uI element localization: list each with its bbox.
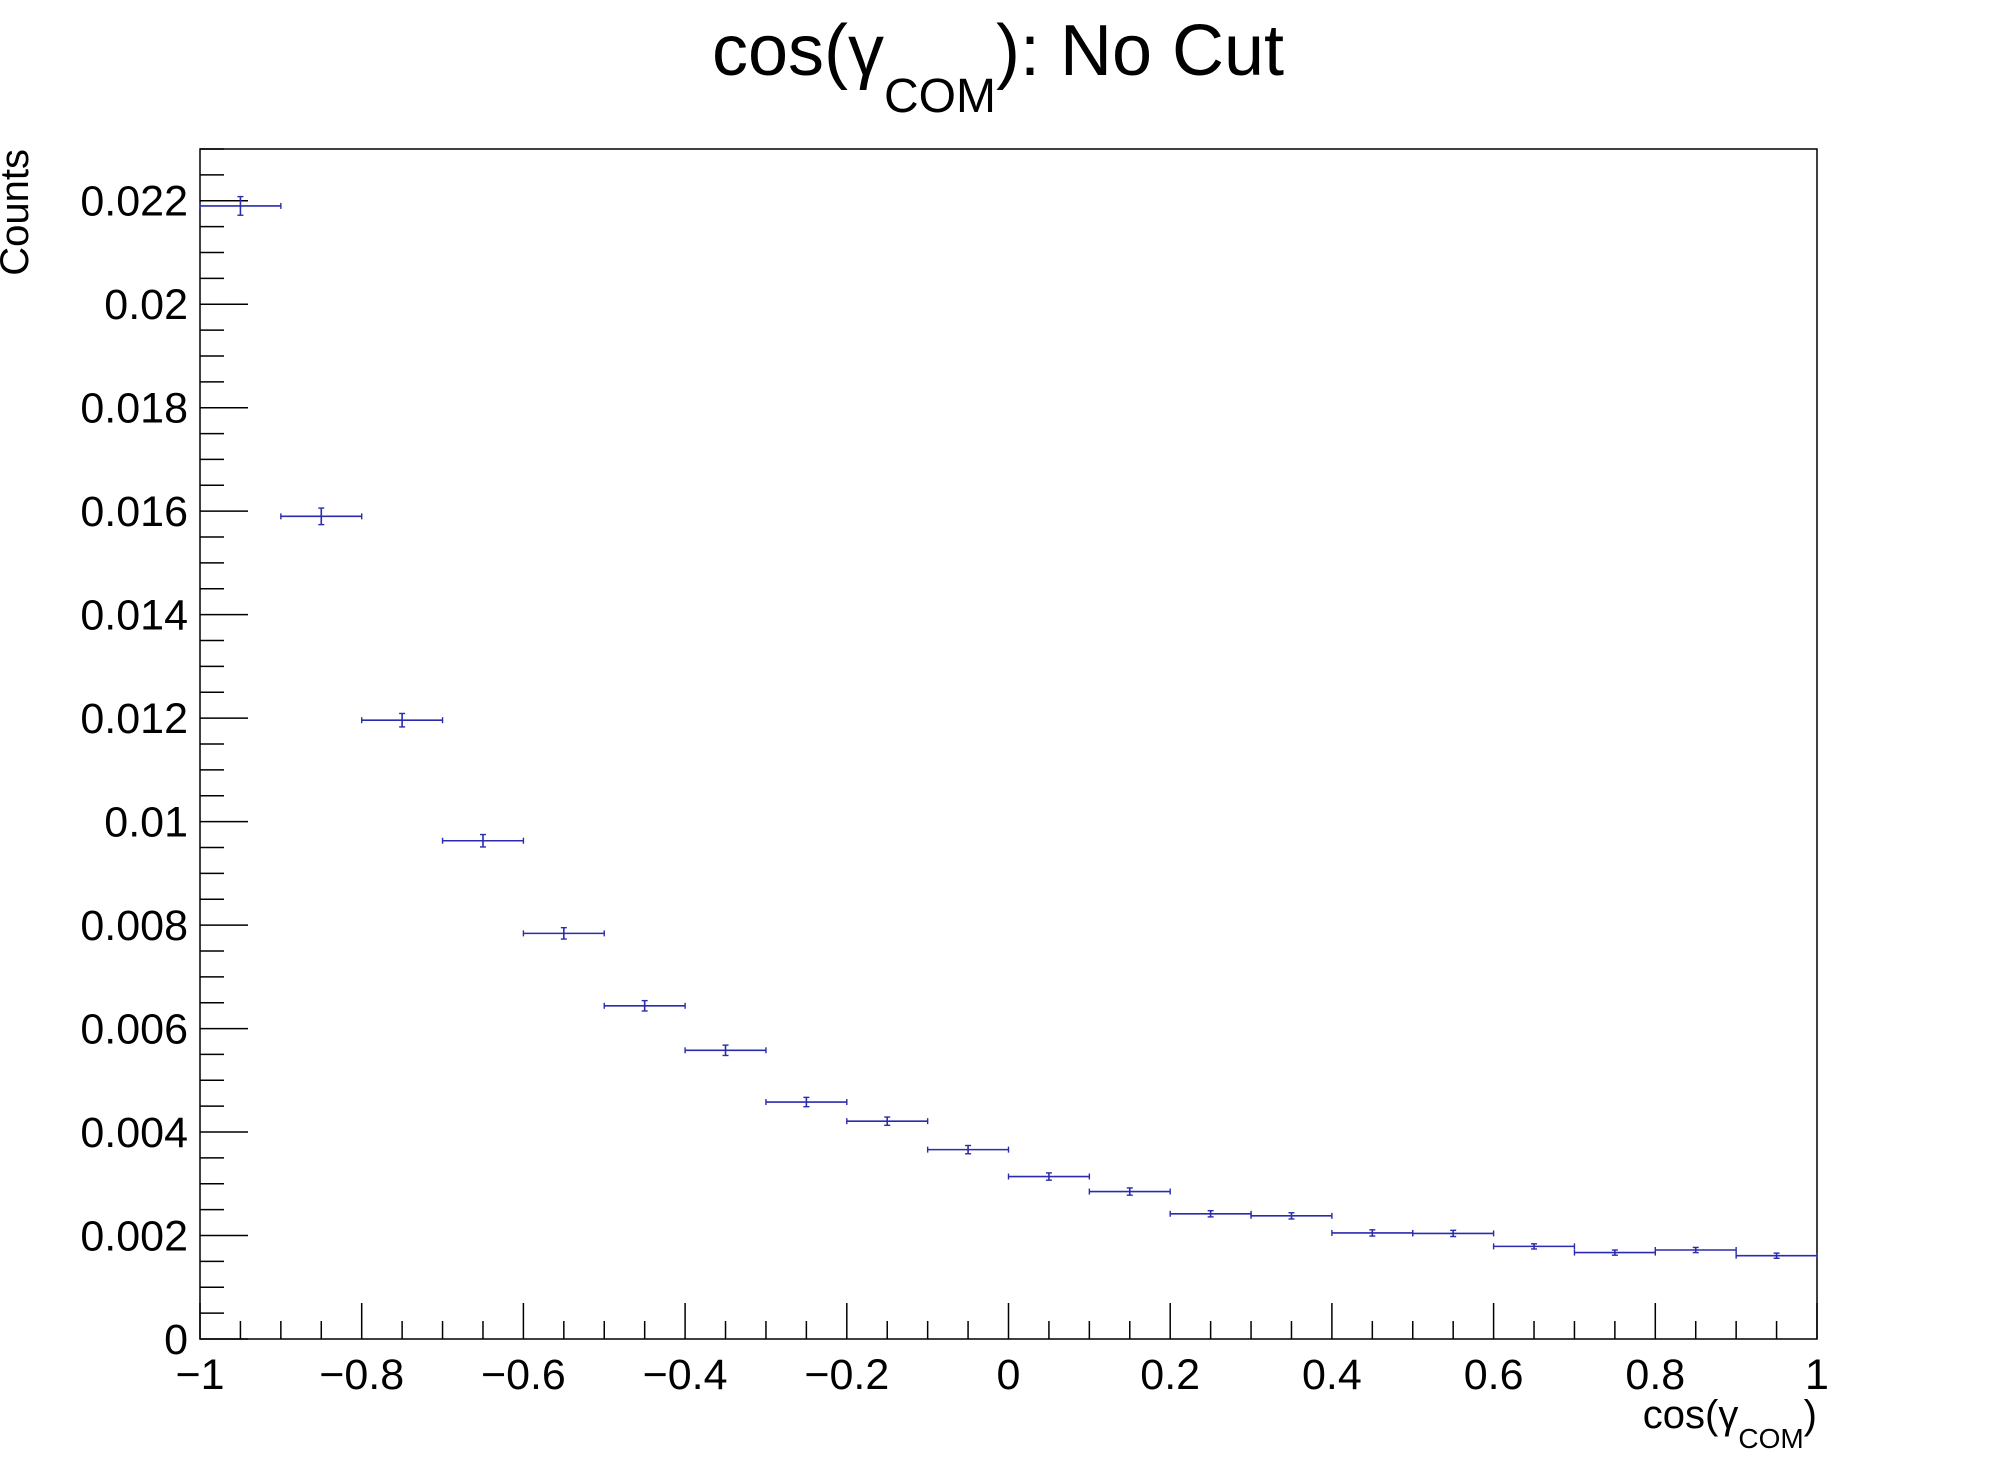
data-point bbox=[522, 926, 605, 940]
data-point bbox=[441, 833, 525, 848]
data-point bbox=[846, 1116, 929, 1127]
data-point bbox=[684, 1044, 767, 1057]
x-tick-label: −0.2 bbox=[804, 1351, 889, 1399]
y-tick-label: 0.004 bbox=[80, 1109, 188, 1157]
data-point bbox=[1573, 1249, 1657, 1256]
x-tick-label: −0.6 bbox=[481, 1351, 566, 1399]
y-tick-label: 0.002 bbox=[80, 1213, 188, 1261]
y-tick-label: 0.02 bbox=[104, 281, 188, 329]
x-axis: −1 −0.8 −0.6 −0.4 −0.2 0 0.2 0.4 0.6 0.8 1 bbox=[175, 1303, 1829, 1399]
data-point bbox=[765, 1096, 848, 1108]
x-axis-label-sub: COM bbox=[1738, 1423, 1803, 1454]
data-point bbox=[603, 999, 686, 1012]
x-tick-label: 0.6 bbox=[1464, 1351, 1524, 1399]
x-tick-label: −0.4 bbox=[643, 1351, 728, 1399]
y-tick-label: 0.016 bbox=[80, 488, 188, 536]
data-point bbox=[1331, 1229, 1414, 1237]
chart-title: cos(γCOM): No Cut bbox=[712, 11, 1284, 123]
data-point bbox=[280, 507, 363, 526]
y-tick-label: 0.022 bbox=[80, 178, 188, 226]
data-point bbox=[1492, 1243, 1576, 1250]
y-tick-label: 0 bbox=[164, 1316, 188, 1364]
chart-title-sub: COM bbox=[884, 70, 996, 123]
y-tick-label: 0.014 bbox=[80, 592, 188, 640]
plot-frame bbox=[199, 148, 1818, 1340]
x-tick-label: 0.8 bbox=[1625, 1351, 1685, 1399]
y-axis-label: Counts bbox=[0, 149, 37, 276]
data-point bbox=[1735, 1252, 1818, 1259]
data-point bbox=[1088, 1187, 1171, 1196]
data-point bbox=[1250, 1212, 1333, 1220]
y-tick-label: 0.018 bbox=[80, 385, 188, 433]
y-tick-label: 0.012 bbox=[80, 695, 188, 743]
x-tick-label: −0.8 bbox=[319, 1351, 404, 1399]
x-tick-label: 1 bbox=[1805, 1351, 1829, 1399]
x-tick-label: 0 bbox=[997, 1351, 1021, 1399]
data-point bbox=[361, 712, 444, 728]
x-tick-label: 0.2 bbox=[1140, 1351, 1200, 1399]
x-tick-label: −1 bbox=[175, 1351, 224, 1399]
data-point bbox=[1169, 1209, 1252, 1218]
chart-title-tail: ): No Cut bbox=[996, 11, 1284, 91]
data-points bbox=[199, 195, 1818, 1259]
data-point bbox=[1654, 1246, 1737, 1254]
data-point bbox=[199, 195, 282, 216]
y-tick-label: 0.008 bbox=[80, 902, 188, 950]
x-axis-label-main: cos(γ bbox=[1643, 1393, 1739, 1437]
chart-title-main: cos(γ bbox=[712, 11, 884, 91]
data-point bbox=[1007, 1172, 1091, 1181]
y-axis: 0 0.002 0.004 0.006 0.008 0.01 0.012 0.014 0.016… bbox=[80, 148, 248, 1364]
x-axis-label-tail: ) bbox=[1804, 1393, 1817, 1437]
data-point bbox=[926, 1144, 1010, 1155]
x-axis-label: cos(γCOM) bbox=[1643, 1393, 1817, 1454]
y-tick-label: 0.006 bbox=[80, 1006, 188, 1054]
y-tick-label: 0.01 bbox=[104, 799, 188, 847]
data-point bbox=[1412, 1229, 1495, 1238]
x-tick-label: 0.4 bbox=[1302, 1351, 1362, 1399]
